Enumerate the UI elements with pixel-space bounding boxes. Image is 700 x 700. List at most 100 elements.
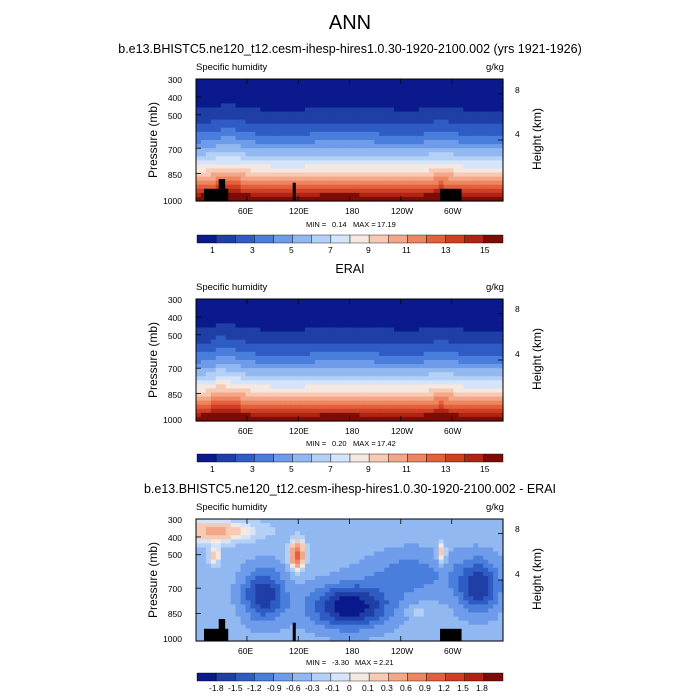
contour-cell (468, 299, 474, 304)
contour-cell (498, 539, 504, 544)
contour-cell (354, 539, 360, 544)
contour-cell (235, 180, 242, 186)
contour-cell (403, 551, 410, 557)
contour-cell (329, 168, 336, 174)
contour-cell (463, 299, 469, 304)
contour-cell (304, 180, 311, 186)
contour-cell (225, 164, 232, 170)
contour-cell (225, 416, 232, 422)
contour-cell (230, 412, 237, 418)
contour-cell (473, 172, 479, 178)
contour-cell (399, 95, 405, 100)
contour-cell (369, 327, 375, 333)
contour-cell (443, 180, 450, 186)
contour-cell (299, 584, 306, 589)
y2-tick-label: 8 (515, 85, 520, 95)
contour-cell (403, 307, 410, 312)
contour-cell (349, 360, 356, 365)
contour-cell (399, 91, 405, 96)
contour-cell (205, 131, 212, 137)
contour-cell (270, 83, 276, 88)
contour-cell (240, 192, 247, 198)
contour-cell (468, 412, 474, 418)
contour-cell (374, 323, 380, 329)
contour-cell (369, 559, 375, 565)
contour-cell (334, 547, 341, 553)
contour-cell (230, 91, 237, 96)
contour-cell (384, 107, 390, 113)
contour-cell (309, 196, 316, 202)
contour-cell (428, 299, 435, 304)
contour-cell (369, 571, 375, 577)
contour-cell (260, 180, 266, 186)
contour-cell (349, 327, 356, 333)
contour-cell (418, 131, 425, 137)
contour-cell (299, 111, 306, 117)
contour-cell (255, 99, 261, 104)
contour-cell (418, 368, 425, 373)
contour-cell (265, 103, 271, 109)
contour-cell (299, 164, 306, 170)
contour-cell (408, 331, 415, 337)
contour-cell (433, 123, 440, 129)
contour-cell (319, 135, 326, 141)
contour-cell (255, 172, 261, 178)
contour-cell (423, 559, 430, 565)
contour-cell (265, 519, 271, 524)
contour-cell (408, 140, 415, 145)
contour-cell (339, 103, 346, 109)
contour-cell (428, 192, 435, 198)
contour-cell (354, 148, 360, 153)
contour-cell (364, 303, 370, 308)
contour-cell (349, 107, 356, 113)
contour-cell (295, 156, 301, 161)
contour-cell (220, 135, 227, 141)
contour-cell (275, 119, 281, 125)
contour-cell (285, 140, 291, 145)
contour-cell (290, 319, 296, 324)
colorbar-label: 11 (402, 464, 411, 474)
contour-cell (260, 99, 266, 104)
contour-cell (344, 392, 351, 398)
topography-mask (218, 179, 226, 201)
contour-cell (235, 400, 242, 406)
contour-cell (384, 172, 390, 178)
contour-cell (453, 176, 460, 182)
contour-cell (418, 172, 425, 178)
contour-cell (384, 156, 390, 161)
contour-cell (389, 376, 395, 381)
contour-cell (304, 523, 311, 528)
contour-cell (230, 384, 237, 390)
contour-cell (240, 184, 247, 190)
contour-cell (418, 527, 425, 532)
contour-cell (399, 311, 405, 316)
colorbar-label: 9 (366, 464, 371, 474)
contour-cell (240, 364, 247, 369)
contour-cell (488, 99, 494, 104)
contour-cell (324, 563, 331, 569)
contour-cell (280, 127, 286, 133)
contour-cell (290, 543, 296, 549)
contour-cell (235, 196, 242, 202)
contour-cell (478, 376, 484, 381)
contour-cell (215, 319, 222, 324)
contour-cell (349, 335, 356, 341)
contour-cell (265, 127, 271, 133)
contour-cell (428, 347, 435, 353)
contour-cell (433, 355, 440, 361)
contour-cell (324, 168, 331, 174)
contour-cell (260, 571, 266, 577)
contour-cell (399, 180, 405, 186)
contour-cell (309, 303, 316, 308)
contour-cell (275, 160, 281, 165)
contour-cell (260, 303, 266, 308)
contour-cell (374, 575, 380, 581)
contour-cell (309, 119, 316, 125)
contour-cell (299, 400, 306, 406)
contour-cell (354, 519, 360, 524)
contour-cell (240, 168, 247, 174)
contour-cell (374, 404, 380, 410)
contour-cell (488, 131, 494, 137)
contour-cell (240, 559, 247, 565)
contour-cell (314, 95, 321, 100)
